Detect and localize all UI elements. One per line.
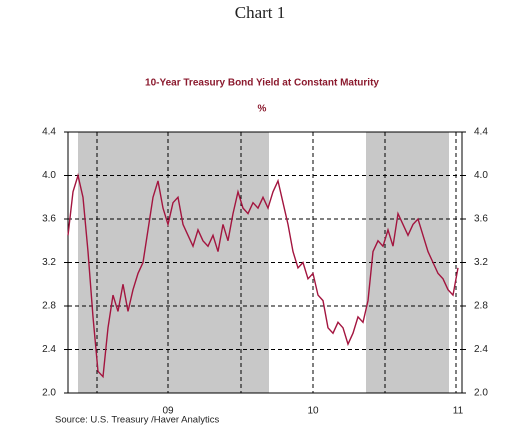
y2-tick-label: 2.0: [474, 388, 488, 399]
y-tick-label: 3.2: [42, 257, 56, 268]
data-line: [67, 172, 459, 379]
y2-tick-label: 3.2: [474, 257, 488, 268]
y2-tick-label: 2.8: [474, 301, 488, 312]
source-note: Source: U.S. Treasury /Haver Analytics: [55, 415, 219, 426]
plot-frame: [67, 131, 463, 394]
y-tick-label: 2.0: [42, 388, 56, 399]
y2-tick-label: 4.0: [474, 170, 488, 181]
y-tick-label: 3.6: [42, 214, 56, 225]
chart-subtitle: 10-Year Treasury Bond Yield at Constant …: [145, 78, 379, 89]
x-tick-label: 10: [307, 406, 319, 417]
y2-tick-label: 2.4: [474, 344, 488, 355]
y2-tick-label: 3.6: [474, 214, 488, 225]
y-tick-label: 4.4: [42, 127, 56, 138]
chart-title: Chart 1: [235, 3, 286, 22]
x-tick-label: 11: [453, 406, 464, 417]
x-tick-label: 09: [162, 406, 174, 417]
y-tick-label: 4.0: [42, 170, 56, 181]
y2-tick-label: 4.4: [474, 127, 488, 138]
y-tick-label: 2.4: [42, 344, 56, 355]
y-tick-label: 2.8: [42, 301, 56, 312]
unit-label: %: [258, 104, 267, 115]
